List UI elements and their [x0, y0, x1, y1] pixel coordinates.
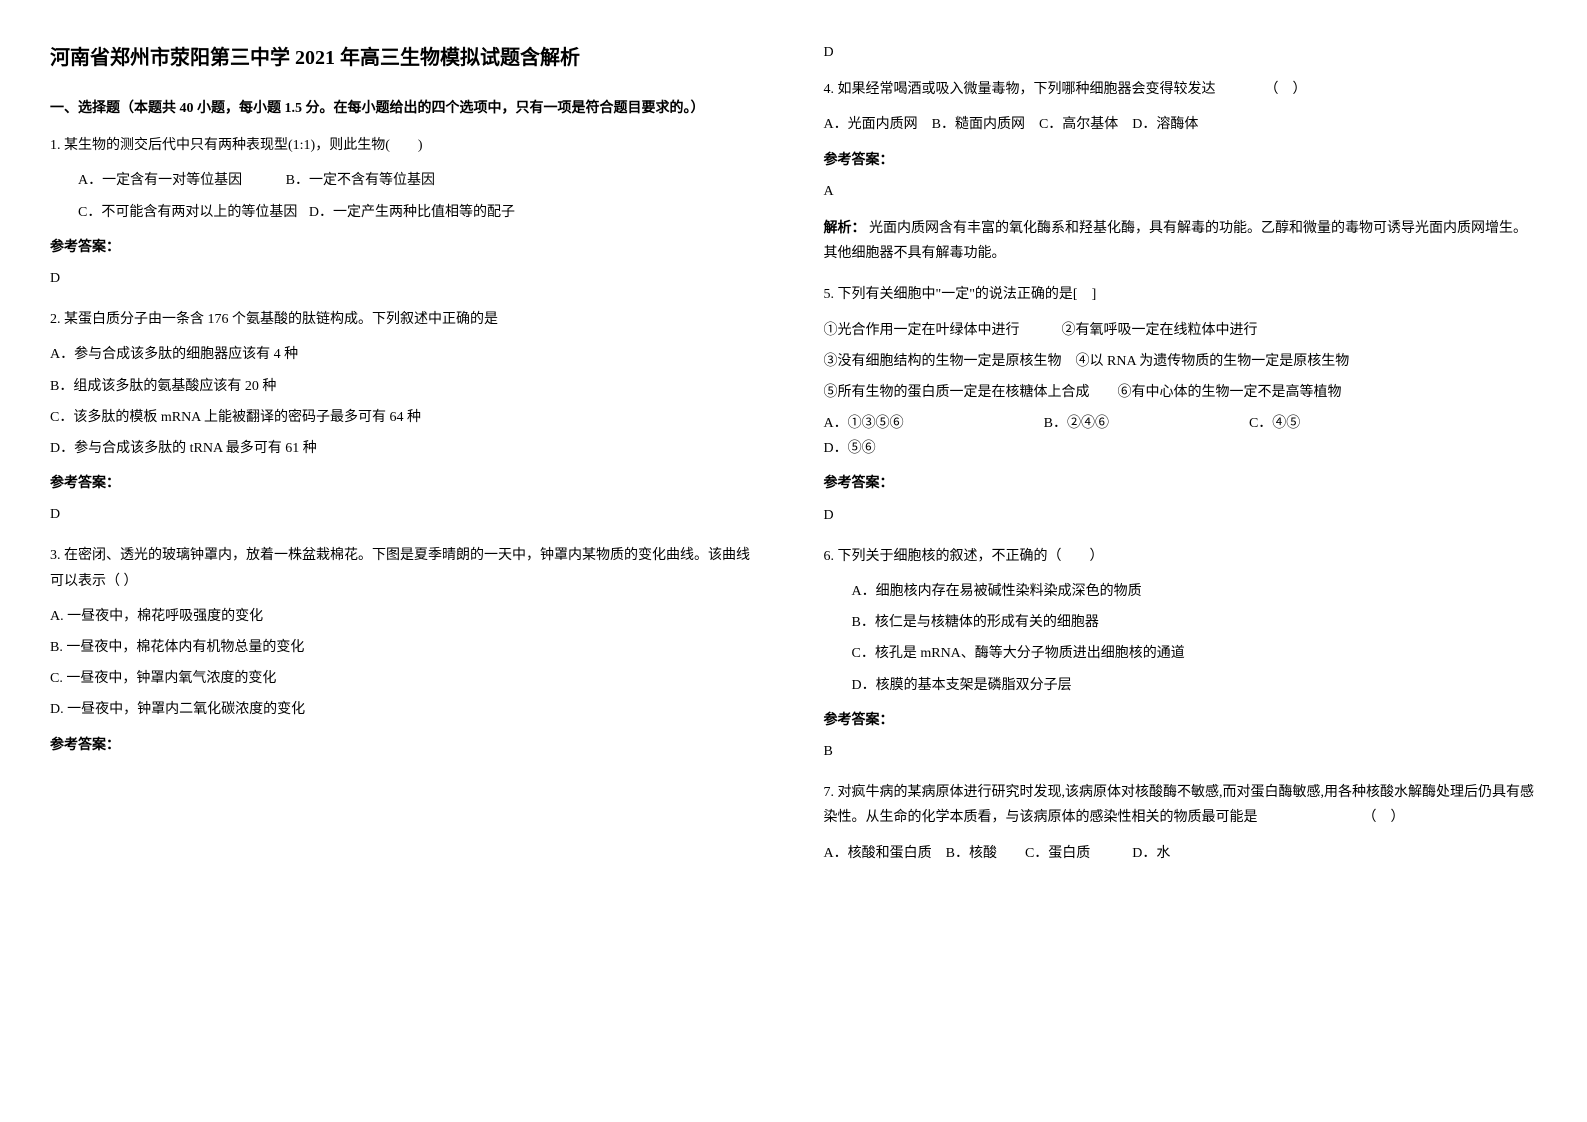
statement-line-1: ①光合作用一定在叶绿体中进行 ②有氧呼吸一定在线粒体中进行: [824, 318, 1538, 343]
question-options: A．核酸和蛋白质 B．核酸 C．蛋白质 D．水: [824, 841, 1538, 866]
question-2: 2. 某蛋白质分子由一条含 176 个氨基酸的肽链构成。下列叙述中正确的是 A．…: [50, 307, 764, 527]
option-b: B．核仁是与核糖体的形成有关的细胞器: [824, 610, 1538, 635]
answer-label: 参考答案：: [50, 733, 764, 758]
question-text: 5. 下列有关细胞中"一定"的说法正确的是[ ]: [824, 282, 1538, 307]
question-text: 1. 某生物的测交后代中只有两种表现型(1:1)，则此生物( ): [50, 133, 764, 158]
options-line: A．核酸和蛋白质 B．核酸 C．蛋白质 D．水: [824, 841, 1538, 866]
analysis-block: 解析： 光面内质网含有丰富的氧化酶系和羟基化酶，具有解毒的功能。乙醇和微量的毒物…: [824, 216, 1538, 266]
section-header: 一、选择题（本题共 40 小题，每小题 1.5 分。在每小题给出的四个选项中，只…: [50, 96, 764, 121]
option-line: A．一定含有一对等位基因 B．一定不含有等位基因: [50, 168, 764, 193]
answer-label: 参考答案：: [50, 471, 764, 496]
option-c: C．不可能含有两对以上的等位基因: [78, 205, 297, 220]
option-d: D．⑤⑥: [824, 436, 1538, 461]
option-b: B．②④⑥: [1044, 411, 1109, 436]
option-c: C．该多肽的模板 mRNA 上能被翻译的密码子最多可有 64 种: [50, 405, 764, 430]
question-7: 7. 对疯牛病的某病原体进行研究时发现,该病原体对核酸酶不敏感,而对蛋白酶敏感,…: [824, 780, 1538, 866]
option-line: C．不可能含有两对以上的等位基因 D．一定产生两种比值相等的配子: [50, 200, 764, 225]
option-b: B．一定不含有等位基因: [286, 173, 435, 188]
option-a: A．一定含有一对等位基因: [78, 173, 242, 188]
options-row: A．①③⑤⑥ B．②④⑥ C．④⑤: [824, 411, 1538, 436]
answer-value: D: [824, 40, 1538, 65]
question-4: 4. 如果经常喝酒或吸入微量毒物，下列哪种细胞器会变得较发达 （ ） A．光面内…: [824, 77, 1538, 266]
option-a: A．细胞核内存在易被碱性染料染成深色的物质: [824, 579, 1538, 604]
option-d: D．核膜的基本支架是磷脂双分子层: [824, 673, 1538, 698]
option-c: C．核孔是 mRNA、酶等大分子物质进出细胞核的通道: [824, 641, 1538, 666]
right-column: D 4. 如果经常喝酒或吸入微量毒物，下列哪种细胞器会变得较发达 （ ） A．光…: [824, 40, 1538, 882]
question-text: 2. 某蛋白质分子由一条含 176 个氨基酸的肽链构成。下列叙述中正确的是: [50, 307, 764, 332]
answer-value: A: [824, 179, 1538, 204]
option-d: D．参与合成该多肽的 tRNA 最多可有 61 种: [50, 436, 764, 461]
question-5: 5. 下列有关细胞中"一定"的说法正确的是[ ] ①光合作用一定在叶绿体中进行 …: [824, 282, 1538, 528]
analysis-text: 光面内质网含有丰富的氧化酶系和羟基化酶，具有解毒的功能。乙醇和微量的毒物可诱导光…: [824, 221, 1528, 261]
option-a: A．参与合成该多肽的细胞器应该有 4 种: [50, 342, 764, 367]
question-options: A. 一昼夜中，棉花呼吸强度的变化 B. 一昼夜中，棉花体内有机物总量的变化 C…: [50, 604, 764, 723]
options-line: A．光面内质网 B．糙面内质网 C．高尔基体 D．溶酶体: [824, 112, 1538, 137]
option-c: C. 一昼夜中，钟罩内氧气浓度的变化: [50, 666, 764, 691]
question-text: 4. 如果经常喝酒或吸入微量毒物，下列哪种细胞器会变得较发达 （ ）: [824, 77, 1538, 102]
option-a: A. 一昼夜中，棉花呼吸强度的变化: [50, 604, 764, 629]
question-options: A．参与合成该多肽的细胞器应该有 4 种 B．组成该多肽的氨基酸应该有 20 种…: [50, 342, 764, 461]
statement-line-3: ⑤所有生物的蛋白质一定是在核糖体上合成 ⑥有中心体的生物一定不是高等植物: [824, 380, 1538, 405]
option-a: A．①③⑤⑥: [824, 411, 904, 436]
answer-label: 参考答案：: [50, 235, 764, 260]
question-1: 1. 某生物的测交后代中只有两种表现型(1:1)，则此生物( ) A．一定含有一…: [50, 133, 764, 291]
answer-value: D: [50, 502, 764, 527]
page-container: 河南省郑州市荥阳第三中学 2021 年高三生物模拟试题含解析 一、选择题（本题共…: [50, 40, 1537, 882]
answer-label: 参考答案：: [824, 471, 1538, 496]
option-c: C．④⑤: [1249, 411, 1300, 436]
question-text: 7. 对疯牛病的某病原体进行研究时发现,该病原体对核酸酶不敏感,而对蛋白酶敏感,…: [824, 780, 1538, 830]
question-options: A．①③⑤⑥ B．②④⑥ C．④⑤ D．⑤⑥: [824, 411, 1538, 461]
analysis-label: 解析：: [824, 221, 866, 236]
question-6: 6. 下列关于细胞核的叙述，不正确的（ ） A．细胞核内存在易被碱性染料染成深色…: [824, 544, 1538, 764]
option-d: D．一定产生两种比值相等的配子: [309, 205, 515, 220]
left-column: 河南省郑州市荥阳第三中学 2021 年高三生物模拟试题含解析 一、选择题（本题共…: [50, 40, 764, 882]
answer-label: 参考答案：: [824, 148, 1538, 173]
option-b: B. 一昼夜中，棉花体内有机物总量的变化: [50, 635, 764, 660]
answer-value: D: [824, 503, 1538, 528]
question-options: A．细胞核内存在易被碱性染料染成深色的物质 B．核仁是与核糖体的形成有关的细胞器…: [824, 579, 1538, 698]
question-text: 3. 在密闭、透光的玻璃钟罩内，放着一株盆栽棉花。下图是夏季晴朗的一天中，钟罩内…: [50, 543, 764, 593]
question-options: A．一定含有一对等位基因 B．一定不含有等位基因 C．不可能含有两对以上的等位基…: [50, 168, 764, 224]
question-text: 6. 下列关于细胞核的叙述，不正确的（ ）: [824, 544, 1538, 569]
question-3: 3. 在密闭、透光的玻璃钟罩内，放着一株盆栽棉花。下图是夏季晴朗的一天中，钟罩内…: [50, 543, 764, 757]
answer-value: D: [50, 266, 764, 291]
statement-line-2: ③没有细胞结构的生物一定是原核生物 ④以 RNA 为遗传物质的生物一定是原核生物: [824, 349, 1538, 374]
question-options: A．光面内质网 B．糙面内质网 C．高尔基体 D．溶酶体: [824, 112, 1538, 137]
answer-value: B: [824, 739, 1538, 764]
option-d: D. 一昼夜中，钟罩内二氧化碳浓度的变化: [50, 697, 764, 722]
answer-label: 参考答案：: [824, 708, 1538, 733]
document-title: 河南省郑州市荥阳第三中学 2021 年高三生物模拟试题含解析: [50, 40, 764, 76]
option-b: B．组成该多肽的氨基酸应该有 20 种: [50, 374, 764, 399]
